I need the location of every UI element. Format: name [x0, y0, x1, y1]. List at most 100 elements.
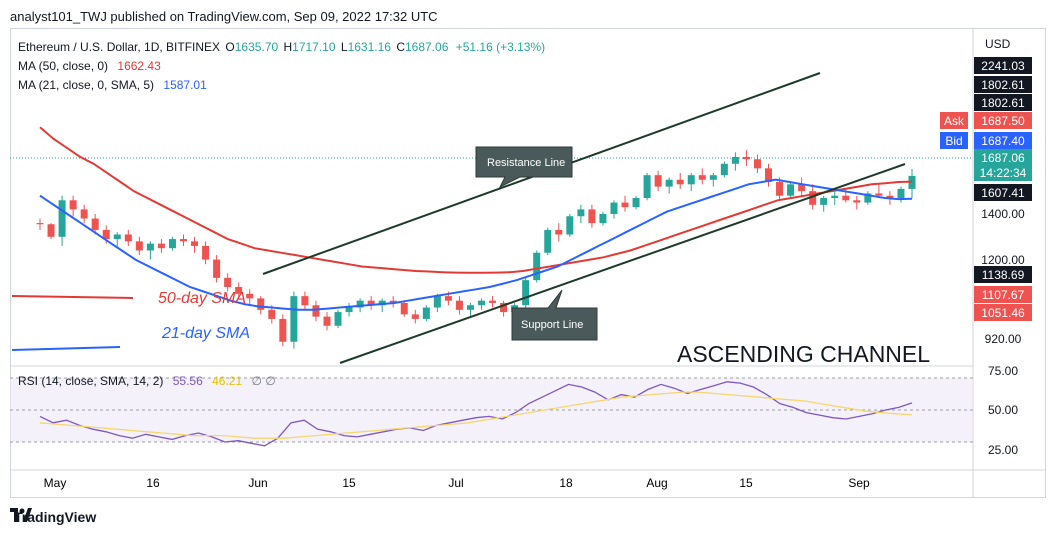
high-value: 1717.10: [292, 40, 336, 54]
candle-body: [720, 163, 728, 176]
candle-body: [80, 209, 88, 219]
candle-body: [102, 229, 110, 240]
tag-1051: 1051.46: [981, 306, 1025, 320]
open-label: O: [225, 40, 234, 54]
candle-body: [422, 307, 430, 319]
ask-value: 1687.50: [981, 114, 1025, 128]
price-axis-tags: 2241.03 1802.61 1802.61 Ask 1687.50 Bid …: [940, 57, 1032, 346]
candle-body: [179, 239, 187, 242]
candle-body: [588, 209, 596, 224]
candle-body: [246, 293, 254, 299]
ask-label: Ask: [944, 114, 965, 128]
sma50-annotation: 50-day SMA: [158, 290, 246, 307]
publish-header: analyst101_TWJ published on TradingView.…: [0, 0, 1052, 34]
close-label: C: [396, 40, 405, 54]
candle-body: [787, 184, 795, 196]
candle-body: [798, 184, 806, 192]
candle-body: [687, 175, 695, 185]
close-value: 1687.06: [405, 40, 449, 54]
legend-line-ma21: MA (21, close, 0, SMA, 5) 1587.01: [18, 78, 207, 92]
candle-body: [809, 191, 817, 205]
time-label-18: 18: [559, 476, 573, 490]
candle-body: [334, 312, 342, 326]
ma21-label: MA (21, close, 0, SMA, 5): [18, 78, 154, 92]
candle-body: [279, 318, 287, 342]
ma50-value: 1662.43: [117, 59, 161, 73]
candle-body: [411, 314, 419, 319]
candle-body: [621, 202, 629, 208]
ask-label-bg: [940, 112, 968, 129]
ma50-line: [39, 126, 913, 274]
pattern-title: ASCENDING CHANNEL: [677, 341, 930, 367]
time-label-jun: Jun: [248, 476, 267, 490]
low-value: 1631.16: [348, 40, 392, 54]
candle-body: [257, 298, 265, 310]
time-label-jul: Jul: [448, 476, 463, 490]
candle-body: [91, 218, 99, 230]
candle-body: [290, 296, 298, 342]
low-label: L: [341, 40, 348, 54]
bid-label: Bid: [945, 134, 962, 148]
resistance-callout: Resistance Line: [475, 146, 573, 189]
high-label: H: [283, 40, 292, 54]
rsi-sma-line: [39, 391, 913, 439]
rsi-tick-50: 50.00: [988, 403, 1018, 417]
rsi-label: RSI (14, close, SMA, 14, 2): [18, 374, 163, 388]
time-label-may: May: [44, 476, 67, 490]
tick-1400: 1400.00: [981, 207, 1025, 221]
ma50-tag: 1607.41: [981, 186, 1025, 200]
candle-body: [58, 200, 66, 237]
resistance-label: Resistance Line: [487, 157, 565, 169]
candle-body: [555, 229, 563, 235]
candle-body: [135, 241, 143, 251]
time-label-15b: 15: [739, 476, 753, 490]
candle-body: [378, 300, 386, 306]
bid-value: 1687.40: [981, 134, 1025, 148]
candle-body: [544, 229, 552, 253]
tick-920: 920.00: [985, 332, 1022, 346]
candle-body: [444, 296, 452, 301]
candle-body: [753, 159, 761, 169]
candle-body: [433, 296, 441, 308]
time-label-aug: Aug: [646, 476, 667, 490]
candle-body: [168, 239, 176, 249]
candle-body: [36, 223, 44, 225]
candle-body: [367, 300, 375, 306]
candle-body: [323, 316, 331, 326]
candles-group: [36, 150, 916, 349]
candle-body: [533, 252, 541, 281]
rsi-tick-25: 25.00: [988, 443, 1018, 457]
candle-body: [820, 198, 828, 205]
candle-body: [643, 175, 651, 198]
candle-body: [864, 193, 872, 203]
time-label-sep: Sep: [848, 476, 870, 490]
candle-body: [202, 245, 210, 260]
publisher-text: analyst101_TWJ published on TradingView.…: [10, 9, 438, 24]
currency-label: USD: [985, 37, 1011, 51]
tradingview-footer[interactable]: TradingView: [10, 508, 96, 528]
candle-body: [765, 168, 773, 183]
ma50-tag-bg: [974, 184, 1032, 201]
bid-tag-bg: [974, 132, 1032, 149]
tag-2241: 2241.03: [981, 59, 1025, 73]
time-label-15: 15: [342, 476, 356, 490]
rsi-tick-75: 75.00: [988, 364, 1018, 378]
last-tag-bg: [974, 149, 1032, 181]
rsi-sma-value: 46.21: [212, 374, 242, 388]
candle-body: [709, 175, 717, 180]
rsi-legend: RSI (14, close, SMA, 14, 2) 55.56 46.21 …: [18, 374, 276, 388]
ma50-label: MA (50, close, 0): [18, 59, 108, 73]
candle-body: [478, 300, 486, 306]
tag-1138-bg: [974, 266, 1032, 283]
candle-body: [566, 216, 574, 235]
ma21-value: 1587.01: [163, 78, 207, 92]
candle-body: [731, 156, 739, 164]
candle-body: [124, 234, 132, 242]
countdown: 14:22:34: [980, 166, 1027, 180]
support-label: Support Line: [521, 319, 583, 331]
candle-body: [455, 300, 463, 310]
candle-body: [831, 195, 839, 198]
rsi-value: 55.56: [173, 374, 203, 388]
tag-1051-bg: [974, 304, 1032, 321]
